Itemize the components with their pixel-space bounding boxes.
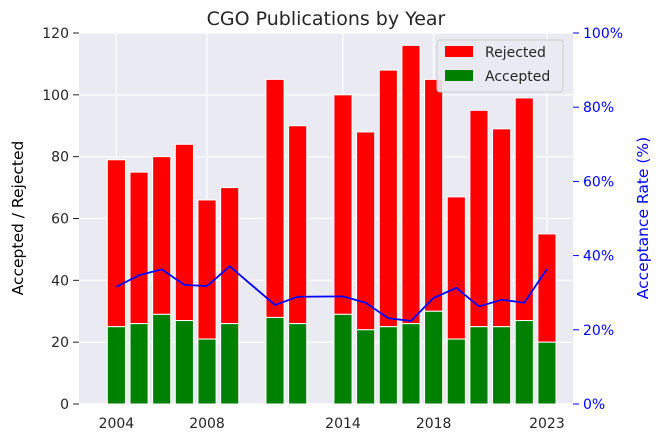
y-axis-label: Accepted / Rejected [9, 141, 27, 296]
bar-accepted-2015 [356, 329, 376, 405]
bar-accepted-2005 [129, 323, 149, 405]
bar-rejected-2020 [469, 109, 489, 328]
bar-rejected-2011 [265, 78, 285, 318]
y2-tick-label: 40% [583, 249, 614, 265]
legend-label-accepted: Accepted [485, 69, 550, 85]
bar-rejected-2008 [197, 199, 217, 340]
bar-rejected-2007 [174, 143, 194, 322]
x-tick-label: 2008 [189, 416, 225, 432]
y-axis-right: 0% 20% 40% 60% 80% 100% [573, 26, 623, 413]
bar-rejected-2021 [492, 128, 512, 328]
legend-swatch-accepted [445, 70, 473, 81]
legend-swatch-rejected [445, 46, 473, 57]
x-tick-label: 2004 [99, 416, 135, 432]
bar-rejected-2004 [106, 159, 126, 328]
bar-rejected-2006 [152, 156, 172, 315]
y2-axis-label: Acceptance Rate (%) [634, 137, 652, 299]
y-tick-label: 20 [51, 335, 69, 351]
bar-accepted-2018 [424, 310, 444, 405]
y-tick-label: 40 [51, 273, 69, 289]
bar-rejected-2014 [333, 94, 353, 315]
x-tick-label: 2014 [325, 416, 361, 432]
bar-rejected-2023 [537, 233, 557, 343]
y-axis-left: 0 20 40 60 80 100 120 [42, 26, 79, 413]
y2-tick-label: 20% [583, 323, 614, 339]
bar-accepted-2017 [401, 323, 421, 405]
x-axis: 2004 2008 2014 2018 2023 [99, 416, 565, 432]
bar-accepted-2019 [446, 338, 466, 405]
y-tick-label: 60 [51, 212, 69, 228]
y2-tick-label: 100% [583, 26, 623, 42]
bar-rejected-2017 [401, 44, 421, 325]
bar-accepted-2006 [152, 313, 172, 405]
y-tick-label: 120 [42, 26, 69, 42]
acceptance-rate-line [115, 265, 548, 322]
bar-accepted-2023 [537, 341, 557, 405]
bar-rejected-2012 [288, 125, 308, 325]
y-tick-label: 0 [60, 397, 69, 413]
bar-accepted-2008 [197, 338, 217, 405]
bar-rejected-2018 [424, 78, 444, 312]
bar-rejected-2019 [446, 196, 466, 340]
bar-rejected-2009 [220, 187, 240, 325]
y2-tick-label: 60% [583, 174, 614, 190]
bar-accepted-2020 [469, 326, 489, 405]
bar-accepted-2012 [288, 323, 308, 405]
x-tick-label: 2018 [416, 416, 452, 432]
bar-accepted-2004 [106, 326, 126, 405]
chart-title: CGO Publications by Year [207, 8, 446, 30]
bar-accepted-2007 [174, 320, 194, 405]
bar-rejected-2005 [129, 171, 149, 325]
y-tick-label: 80 [51, 150, 69, 166]
legend: Rejected Accepted [436, 39, 564, 93]
bar-accepted-2022 [514, 320, 534, 405]
bar-accepted-2016 [378, 326, 398, 405]
bar-rejected-2016 [378, 69, 398, 328]
bar-rejected-2022 [514, 97, 534, 322]
bar-accepted-2009 [220, 323, 240, 405]
bars [106, 44, 557, 405]
bar-accepted-2021 [492, 326, 512, 405]
y2-tick-label: 0% [583, 397, 605, 413]
bar-accepted-2014 [333, 313, 353, 405]
legend-label-rejected: Rejected [485, 45, 546, 61]
y2-tick-label: 80% [583, 100, 614, 116]
x-tick-label: 2023 [529, 416, 565, 432]
bar-accepted-2011 [265, 316, 285, 405]
y-tick-label: 100 [42, 88, 69, 104]
